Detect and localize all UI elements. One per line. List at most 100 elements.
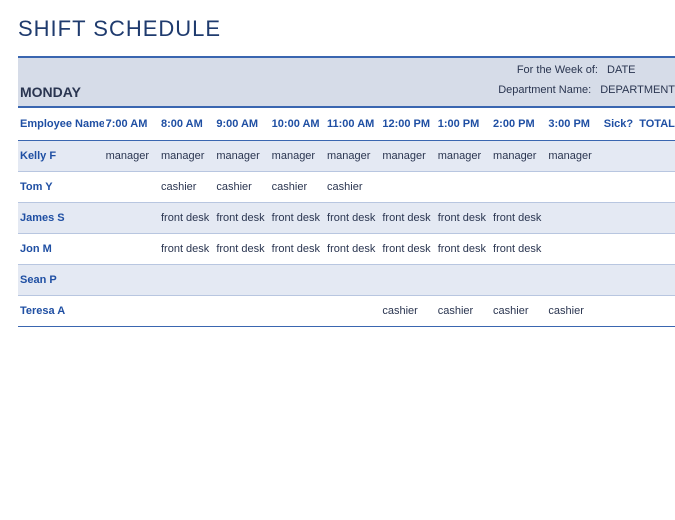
meta-dept-label: Department Name: [498,84,591,96]
schedule-cell: manager [380,141,435,172]
col-time: 10:00 AM [270,108,325,141]
schedule-cell [325,296,380,327]
table-row: Tom Ycashiercashiercashiercashier [18,172,675,203]
header-bar: MONDAY For the Week of: DATE Department … [18,56,675,108]
schedule-cell: front desk [491,234,546,265]
table-row: Sean P [18,265,675,296]
schedule-cell: front desk [159,234,214,265]
schedule-cell [602,203,638,234]
schedule-cell: cashier [214,172,269,203]
schedule-cell [637,203,675,234]
page: SHIFT SCHEDULE MONDAY For the Week of: D… [0,0,675,327]
table-header-row: Employee Name7:00 AM8:00 AM9:00 AM10:00 … [18,108,675,141]
employee-name: Kelly F [18,141,104,172]
table-row: Teresa Acashiercashiercashiercashier [18,296,675,327]
schedule-cell: front desk [380,234,435,265]
col-time: 3:00 PM [546,108,601,141]
col-total: TOTAL [637,108,675,141]
schedule-cell [637,172,675,203]
schedule-cell: front desk [159,203,214,234]
schedule-cell [270,265,325,296]
meta-dept-value: DEPARTMENT [600,84,675,96]
schedule-cell: cashier [380,296,435,327]
schedule-cell: manager [546,141,601,172]
meta-block: For the Week of: DATE Department Name: D… [498,64,675,104]
table-row: Kelly Fmanagermanagermanagermanagermanag… [18,141,675,172]
schedule-cell: front desk [436,234,491,265]
meta-week-label: For the Week of: [517,64,598,76]
col-time: 12:00 PM [380,108,435,141]
table-body: Kelly Fmanagermanagermanagermanagermanag… [18,141,675,327]
schedule-cell [214,265,269,296]
employee-name: Tom Y [18,172,104,203]
page-title: SHIFT SCHEDULE [18,16,675,42]
schedule-cell: cashier [546,296,601,327]
meta-week-value: DATE [607,64,675,76]
schedule-cell [380,172,435,203]
schedule-cell: cashier [325,172,380,203]
schedule-cell [546,203,601,234]
schedule-cell: manager [270,141,325,172]
schedule-cell [159,265,214,296]
schedule-cell [637,141,675,172]
schedule-cell [491,172,546,203]
schedule-cell [602,141,638,172]
col-time: 8:00 AM [159,108,214,141]
schedule-cell: cashier [159,172,214,203]
schedule-cell [270,296,325,327]
schedule-cell: manager [325,141,380,172]
col-sick: Sick? [602,108,638,141]
schedule-cell [436,265,491,296]
schedule-cell: front desk [380,203,435,234]
schedule-cell: manager [104,141,159,172]
meta-dept-row: Department Name: DEPARTMENT [498,84,675,104]
schedule-cell [637,265,675,296]
schedule-cell [491,265,546,296]
col-time: 7:00 AM [104,108,159,141]
schedule-table: Employee Name7:00 AM8:00 AM9:00 AM10:00 … [18,108,675,327]
employee-name: Teresa A [18,296,104,327]
schedule-cell [602,234,638,265]
col-time: 11:00 AM [325,108,380,141]
table-row: James Sfront deskfront deskfront deskfro… [18,203,675,234]
schedule-cell: cashier [436,296,491,327]
schedule-cell [380,265,435,296]
schedule-cell [159,296,214,327]
schedule-cell [546,172,601,203]
schedule-cell [104,234,159,265]
schedule-cell [546,234,601,265]
schedule-cell: front desk [214,203,269,234]
schedule-cell: cashier [491,296,546,327]
table-row: Jon Mfront deskfront deskfront deskfront… [18,234,675,265]
schedule-cell [325,265,380,296]
schedule-cell [602,296,638,327]
col-time: 9:00 AM [214,108,269,141]
schedule-cell [436,172,491,203]
col-employee-name: Employee Name [18,108,104,141]
schedule-cell: front desk [270,203,325,234]
schedule-cell: manager [436,141,491,172]
schedule-cell: manager [214,141,269,172]
schedule-cell [637,296,675,327]
schedule-cell [214,296,269,327]
col-time: 1:00 PM [436,108,491,141]
schedule-cell [104,203,159,234]
schedule-cell: front desk [491,203,546,234]
schedule-cell: manager [491,141,546,172]
schedule-cell [104,265,159,296]
schedule-cell: front desk [436,203,491,234]
schedule-cell: front desk [270,234,325,265]
table-head: Employee Name7:00 AM8:00 AM9:00 AM10:00 … [18,108,675,141]
schedule-cell [602,265,638,296]
day-label: MONDAY [20,84,81,100]
employee-name: Sean P [18,265,104,296]
schedule-cell [637,234,675,265]
schedule-cell [602,172,638,203]
schedule-cell: cashier [270,172,325,203]
meta-week-row: For the Week of: DATE [498,64,675,84]
schedule-cell [546,265,601,296]
schedule-cell: front desk [325,203,380,234]
employee-name: Jon M [18,234,104,265]
schedule-cell [104,296,159,327]
schedule-cell: front desk [325,234,380,265]
